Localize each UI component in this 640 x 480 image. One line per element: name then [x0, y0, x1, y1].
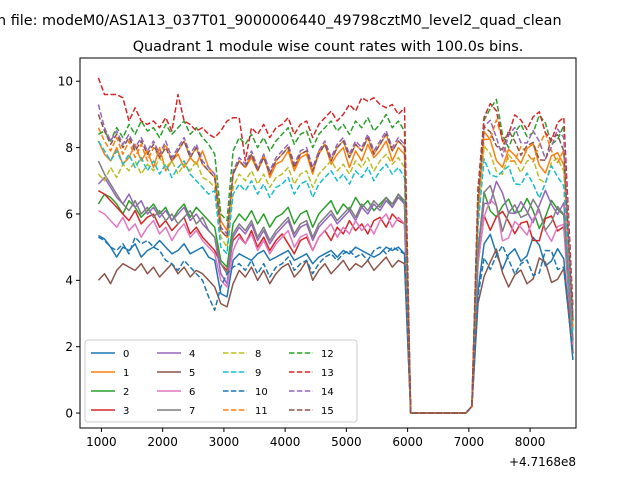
x-tick-label: 8000: [515, 435, 546, 449]
legend-label-3: 3: [123, 406, 129, 417]
legend-label-12: 12: [321, 349, 334, 360]
x-tick-label: 3000: [209, 435, 240, 449]
legend-label-14: 14: [321, 387, 334, 398]
legend-label-6: 6: [189, 387, 195, 398]
legend-label-0: 0: [123, 349, 129, 360]
series-line-7: [97, 160, 574, 414]
series-line-8: [97, 145, 574, 414]
x-tick-label: 7000: [454, 435, 485, 449]
series-line-5: [97, 248, 574, 414]
y-tick-label: 2: [65, 340, 73, 354]
series-line-14: [97, 104, 574, 414]
legend-label-8: 8: [255, 349, 261, 360]
plot-frame: [79, 57, 577, 429]
legend-label-10: 10: [255, 387, 268, 398]
x-tick-label: 6000: [392, 435, 423, 449]
series-line-12: [98, 98, 574, 414]
series-line-10: [98, 236, 574, 414]
legend-label-11: 11: [255, 406, 268, 417]
x-offset-label: +4.7168e8: [509, 455, 576, 469]
x-tick-label: 5000: [331, 435, 362, 449]
series-line-0: [98, 233, 574, 414]
legend-label-13: 13: [321, 368, 334, 379]
legend-label-15: 15: [321, 406, 334, 417]
y-tick-label: 10: [58, 75, 73, 89]
series-line-4: [97, 176, 574, 414]
x-tick-label: 2000: [147, 435, 178, 449]
legend-label-7: 7: [189, 406, 195, 417]
series-line-6: [98, 198, 574, 414]
series-line-2: [97, 191, 574, 414]
legend-box: [84, 339, 358, 423]
figure-suptitle: n file: modeM0/AS1A13_037T01_9000006440_…: [0, 13, 562, 29]
x-axis: 1000 2000 3000 4000 5000 6000 7000 8000: [86, 428, 545, 449]
series-line-1: [97, 130, 574, 414]
series-line-3: [98, 190, 574, 414]
series-line-13: [97, 77, 574, 414]
series-line-15: [97, 114, 574, 414]
y-tick-label: 0: [65, 406, 73, 420]
y-axis: 0 2 4 6 8 10: [58, 75, 80, 420]
x-tick-label: 1000: [86, 435, 117, 449]
series-layer: [97, 77, 574, 414]
legend-label-9: 9: [255, 368, 261, 379]
y-tick-label: 6: [65, 207, 73, 221]
legend-label-1: 1: [123, 368, 129, 379]
y-tick-label: 8: [65, 141, 73, 155]
legend-label-4: 4: [189, 349, 195, 360]
y-tick-label: 4: [65, 274, 73, 288]
chart-title: Quadrant 1 module wise count rates with …: [133, 39, 524, 55]
x-tick-label: 4000: [270, 435, 301, 449]
legend-label-5: 5: [189, 368, 195, 379]
legend-label-2: 2: [123, 387, 129, 398]
